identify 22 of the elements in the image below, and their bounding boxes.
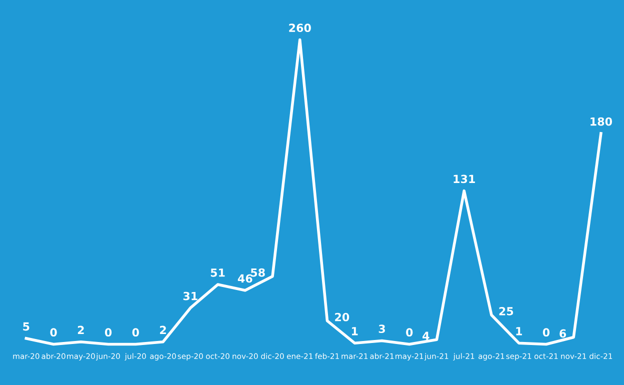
data-label: 2 <box>78 326 84 334</box>
data-label: 46 <box>238 274 252 283</box>
data-label: 0 <box>104 328 112 337</box>
data-label: 5 <box>23 322 30 331</box>
data-label: 6 <box>560 329 566 338</box>
data-label: 58 <box>250 268 265 277</box>
data-label: 260 <box>289 24 311 32</box>
data-label: 1 <box>516 327 522 336</box>
data-label: 4 <box>422 332 430 340</box>
data-label: 1 <box>352 327 358 336</box>
data-label: 0 <box>132 328 139 337</box>
data-label: 3 <box>378 324 385 334</box>
data-label: 0 <box>542 328 550 337</box>
data-label: 20 <box>335 312 350 322</box>
data-label: 51 <box>210 268 225 277</box>
data-label: 25 <box>499 307 514 316</box>
data-label: 0 <box>406 328 413 337</box>
data-label: 0 <box>50 328 57 337</box>
data-label: 180 <box>590 117 612 126</box>
data-label: 2 <box>160 326 166 334</box>
data-label: 31 <box>183 292 198 300</box>
data-label: 131 <box>454 174 475 184</box>
